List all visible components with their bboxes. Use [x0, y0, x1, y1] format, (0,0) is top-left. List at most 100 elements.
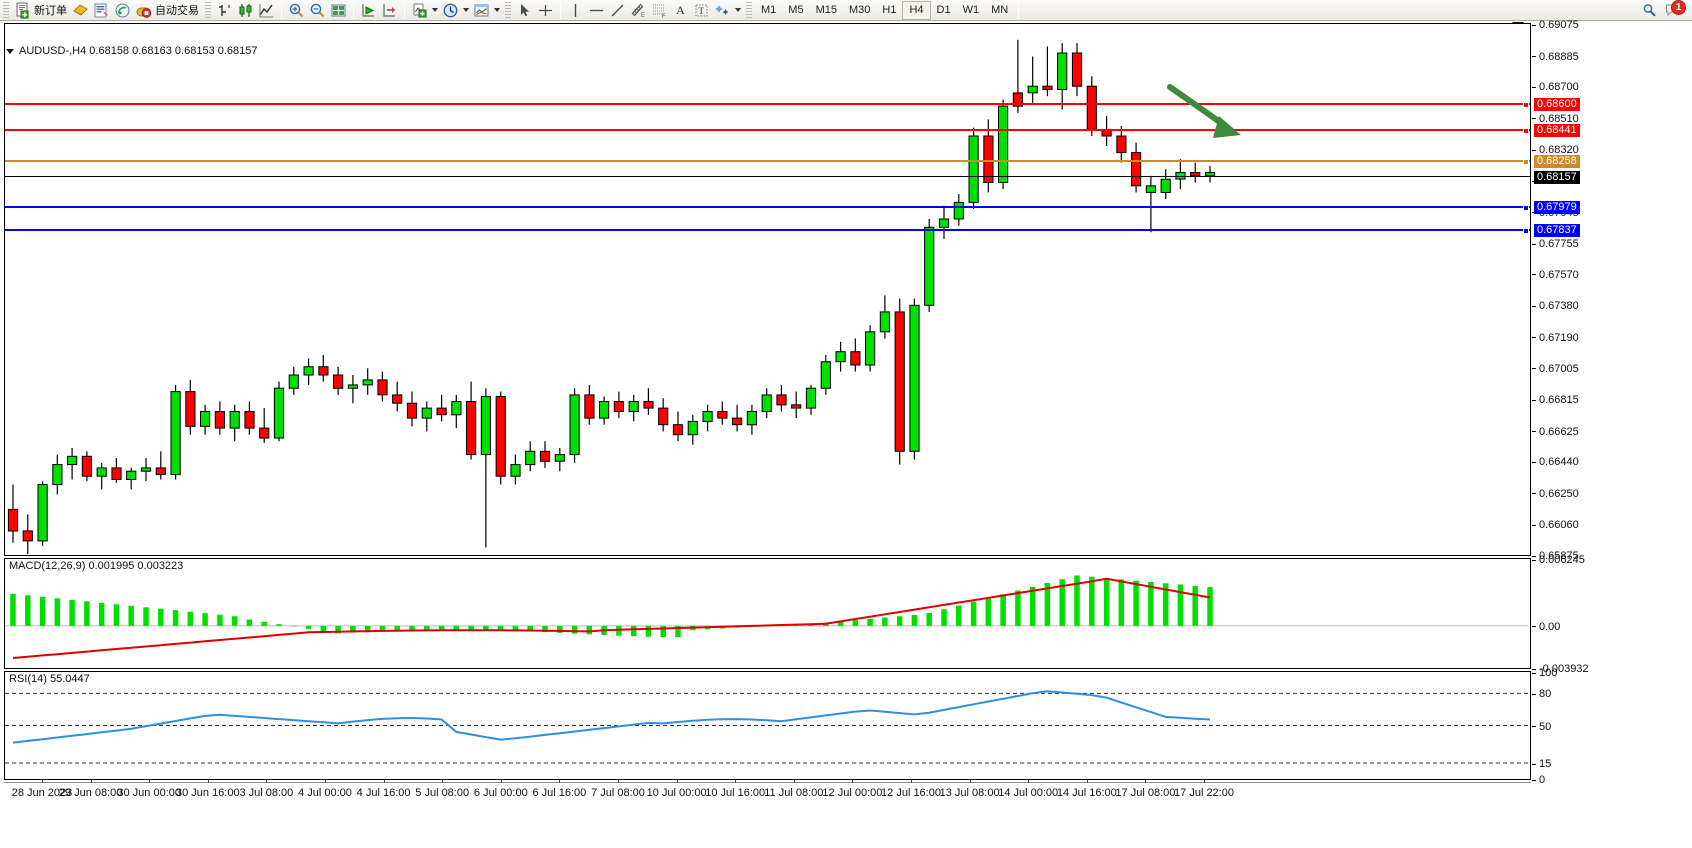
price-pane[interactable]	[4, 23, 1531, 556]
indicators-icon[interactable]	[409, 1, 430, 20]
level-handle[interactable]	[1523, 128, 1529, 135]
line-chart-icon[interactable]	[256, 1, 277, 20]
time-tick-mark	[500, 779, 502, 783]
toolbar-grip-3[interactable]	[505, 1, 511, 19]
level-handle[interactable]	[1523, 158, 1529, 165]
trendline-icon[interactable]	[607, 1, 628, 20]
price-tick: 0.66625	[1532, 426, 1579, 438]
svg-text:F: F	[662, 14, 666, 19]
vertical-line-icon[interactable]	[565, 1, 586, 20]
svg-text:E: E	[641, 13, 645, 19]
toolbar-separator-5	[1018, 1, 1020, 19]
search-icon[interactable]	[1639, 1, 1660, 20]
level-line-0.67837[interactable]	[5, 228, 1530, 235]
time-tick-mark	[852, 779, 854, 783]
timeframe-w1[interactable]: W1	[962, 4, 980, 16]
fibonacci-icon[interactable]: F	[649, 1, 670, 20]
level-line-0.68258[interactable]	[5, 158, 1530, 165]
price-tick: 0.67190	[1532, 332, 1579, 344]
level-handle[interactable]	[1523, 101, 1529, 108]
data-window-icon[interactable]	[91, 1, 112, 20]
timeframe-m1[interactable]: M1	[761, 4, 777, 16]
chart-area[interactable]: AUDUSD-,H4 0.68158 0.68163 0.68153 0.681…	[0, 20, 1692, 848]
new-order-icon[interactable]	[12, 1, 33, 20]
time-tick-mark	[207, 779, 209, 783]
level-handle[interactable]	[1523, 204, 1529, 211]
timeframe-h4[interactable]: H4	[902, 0, 931, 20]
level-line-0.68600[interactable]	[5, 101, 1530, 108]
bar-chart-icon[interactable]	[214, 1, 235, 20]
signals-icon[interactable]	[112, 1, 133, 20]
cursor-icon[interactable]	[514, 1, 535, 20]
text-tool-icon[interactable]: A	[676, 2, 685, 17]
toolbar-grip[interactable]	[3, 1, 9, 19]
timeframe-m30[interactable]: M30	[848, 4, 871, 16]
price-tick: 0.65875	[1532, 551, 1579, 562]
toolbar-separator-4	[560, 1, 561, 19]
macd-pane[interactable]: MACD(12,26,9) 0.001995 0.003223	[4, 558, 1531, 669]
new-order-label[interactable]: 新订单	[34, 5, 67, 17]
price-flag-0.68157: 0.68157	[1534, 171, 1580, 185]
down-arrow-annotation	[1167, 84, 1241, 138]
time-tick-label: 4 Jul 16:00	[356, 787, 411, 799]
time-tick-mark	[793, 779, 795, 783]
time-tick-label: 28 Jun 2023	[11, 787, 73, 799]
candlestick-chart-icon[interactable]	[235, 1, 256, 20]
timeframe-m5[interactable]: M5	[788, 4, 804, 16]
period-dropdown-arrow[interactable]	[463, 8, 469, 12]
toolbar-separator-2	[353, 1, 354, 19]
rsi-tick: 0	[1532, 775, 1545, 786]
toolbar-grip-4[interactable]	[746, 1, 752, 19]
notifications-button[interactable]: 1	[1660, 0, 1686, 20]
timeframe-mn[interactable]: MN	[991, 4, 1009, 16]
equidistant-channel-icon[interactable]: E	[628, 1, 649, 20]
rsi-pane[interactable]: RSI(14) 55.0447	[4, 671, 1531, 780]
arrow-annotation-layer[interactable]	[5, 24, 1528, 555]
time-tick-mark	[325, 779, 326, 783]
symbol-quote-text: AUDUSD-,H4 0.68158 0.68163 0.68153 0.681…	[19, 45, 258, 57]
level-line-0.67979[interactable]	[5, 204, 1530, 211]
time-tick-label: 14 Jul 16:00	[1056, 787, 1117, 799]
level-handle[interactable]	[1523, 228, 1529, 235]
timeframe-h1[interactable]: H1	[882, 4, 897, 16]
autotrading-label[interactable]: 自动交易	[155, 5, 199, 17]
price-tick: 0.69075	[1532, 20, 1579, 31]
templates-icon[interactable]	[471, 1, 492, 20]
price-tick: 0.67755	[1532, 239, 1579, 250]
price-tick: 0.68700	[1532, 82, 1579, 93]
templates-dropdown-arrow[interactable]	[494, 8, 500, 12]
timeframe-m15[interactable]: M15	[815, 4, 837, 16]
zoom-out-icon[interactable]	[307, 1, 328, 20]
rsi-tick: 80	[1532, 689, 1551, 700]
time-scale[interactable]: 28 Jun 2023 29 Jun 08:00 30 Jun 00:00 30 Ju…	[4, 779, 1531, 804]
crosshair-icon[interactable]	[535, 1, 556, 20]
autotrading-icon[interactable]	[133, 1, 154, 20]
toolbar-grip-2[interactable]	[205, 1, 211, 19]
price-scale[interactable]: 0.69075 0.68885 0.68700 0.68510 0.68320 0.681…	[1532, 20, 1692, 786]
macd-tick: 0.00	[1532, 621, 1560, 633]
level-line-0.68157[interactable]	[5, 176, 1530, 178]
time-tick-mark	[442, 779, 444, 783]
zoom-in-icon[interactable]	[286, 1, 307, 20]
price-tick: 0.66250	[1532, 488, 1579, 500]
time-tick-mark	[735, 779, 737, 783]
level-line-0.68441[interactable]	[5, 128, 1530, 135]
price-flag-0.68600: 0.68600	[1534, 97, 1580, 111]
symbol-caret-icon[interactable]	[6, 48, 14, 54]
chart-shift-icon[interactable]	[379, 1, 400, 20]
shapes-icon[interactable]	[712, 1, 733, 20]
expert-advisor-icon[interactable]	[70, 1, 91, 20]
toolbar-separator-1	[281, 1, 282, 19]
auto-scroll-icon[interactable]	[358, 1, 379, 20]
horizontal-line-icon[interactable]	[586, 1, 607, 20]
shapes-dropdown-arrow[interactable]	[735, 8, 741, 12]
time-tick-label: 11 Jul 08:00	[764, 787, 824, 799]
macd-tick: -0.003932	[1532, 664, 1589, 675]
text-label-icon[interactable]: T	[691, 1, 712, 20]
rsi-plot-layer	[5, 690, 1528, 764]
toolbar-separator-3	[404, 1, 405, 19]
tile-windows-icon[interactable]	[328, 1, 349, 20]
period-clock-icon[interactable]	[440, 1, 461, 20]
indicators-dropdown-arrow[interactable]	[432, 8, 438, 12]
timeframe-d1[interactable]: D1	[936, 4, 951, 16]
